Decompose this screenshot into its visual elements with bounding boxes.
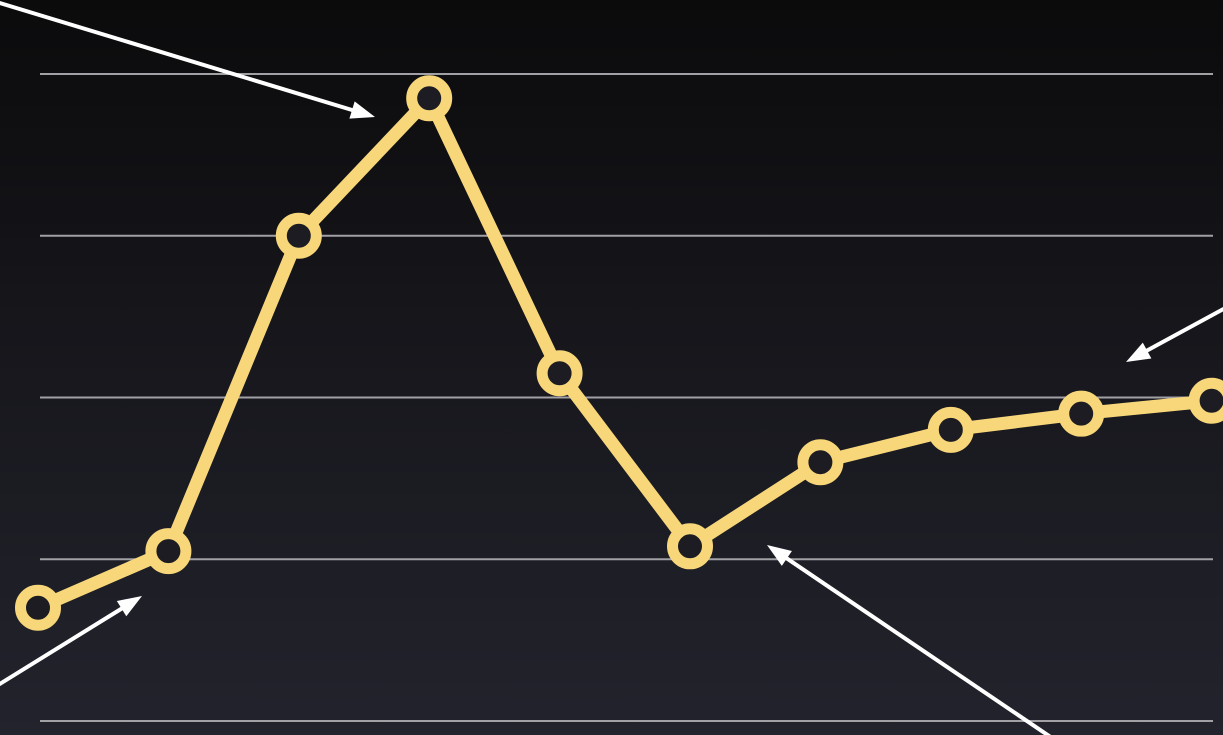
arrow-head [349, 101, 375, 119]
annotation-arrow-2 [0, 596, 142, 687]
data-point-2 [145, 528, 192, 575]
data-point-5 [536, 350, 583, 397]
gridlines [40, 73, 1213, 722]
data-point-1 [15, 584, 61, 631]
data-point-9 [1058, 390, 1105, 437]
data-point-10 [1188, 377, 1223, 424]
arrow-head [1126, 342, 1152, 362]
arrow-head [767, 545, 792, 566]
annotation-arrow-4 [1126, 306, 1223, 362]
data-point-3 [275, 212, 322, 259]
arrow-shaft [1145, 306, 1223, 353]
arrow-shaft [0, 0, 355, 113]
data-point-layer [15, 75, 1223, 631]
arrow-shaft [0, 606, 124, 687]
series-line [31, 91, 1219, 615]
data-point-7 [797, 439, 844, 486]
data-point-6 [667, 523, 713, 570]
annotation-arrow-3 [767, 545, 1052, 735]
series-line-layer [31, 91, 1219, 615]
arrow-shaft [784, 556, 1052, 735]
data-point-4 [406, 75, 453, 122]
annotation-arrow-1 [0, 0, 375, 119]
arrow-head [116, 596, 142, 617]
data-point-8 [927, 406, 974, 453]
